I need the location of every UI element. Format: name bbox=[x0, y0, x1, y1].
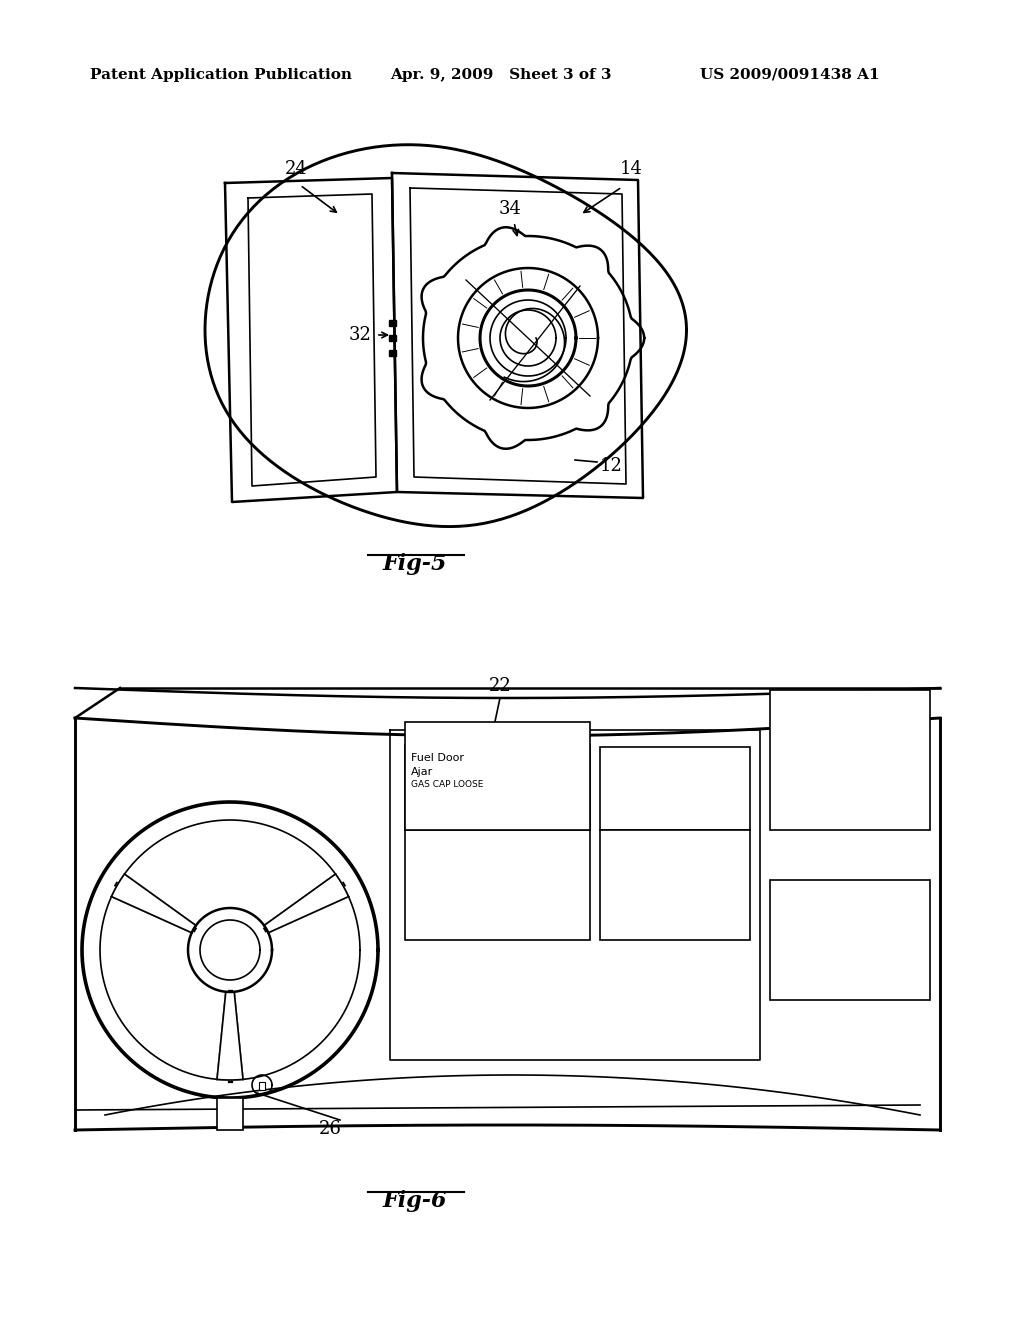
Text: Fig-6: Fig-6 bbox=[383, 1191, 447, 1212]
Text: 26: 26 bbox=[318, 1119, 341, 1138]
Text: GAS CAP LOOSE: GAS CAP LOOSE bbox=[411, 780, 483, 789]
FancyBboxPatch shape bbox=[406, 830, 590, 940]
FancyBboxPatch shape bbox=[406, 744, 590, 830]
Bar bbox=[217, 1098, 243, 1130]
FancyBboxPatch shape bbox=[600, 747, 750, 830]
Text: 24: 24 bbox=[285, 160, 308, 178]
FancyBboxPatch shape bbox=[770, 880, 930, 1001]
Text: Apr. 9, 2009   Sheet 3 of 3: Apr. 9, 2009 Sheet 3 of 3 bbox=[390, 69, 611, 82]
Text: US 2009/0091438 A1: US 2009/0091438 A1 bbox=[700, 69, 880, 82]
Text: Ajar: Ajar bbox=[411, 767, 433, 777]
Bar bbox=[389, 350, 396, 356]
Polygon shape bbox=[264, 874, 348, 933]
Text: Fig-5: Fig-5 bbox=[383, 553, 447, 576]
FancyBboxPatch shape bbox=[600, 830, 750, 940]
FancyBboxPatch shape bbox=[406, 722, 590, 830]
Text: 32: 32 bbox=[349, 326, 372, 345]
Text: 22: 22 bbox=[488, 677, 511, 696]
Text: Fuel Door: Fuel Door bbox=[411, 752, 464, 763]
Bar bbox=[389, 319, 396, 326]
Text: 12: 12 bbox=[600, 457, 623, 475]
Bar bbox=[259, 1082, 265, 1090]
Bar bbox=[389, 335, 396, 341]
Text: 34: 34 bbox=[499, 201, 521, 218]
Polygon shape bbox=[112, 874, 196, 933]
FancyBboxPatch shape bbox=[770, 690, 930, 830]
Text: Patent Application Publication: Patent Application Publication bbox=[90, 69, 352, 82]
Text: 14: 14 bbox=[620, 160, 643, 178]
Polygon shape bbox=[217, 991, 243, 1080]
